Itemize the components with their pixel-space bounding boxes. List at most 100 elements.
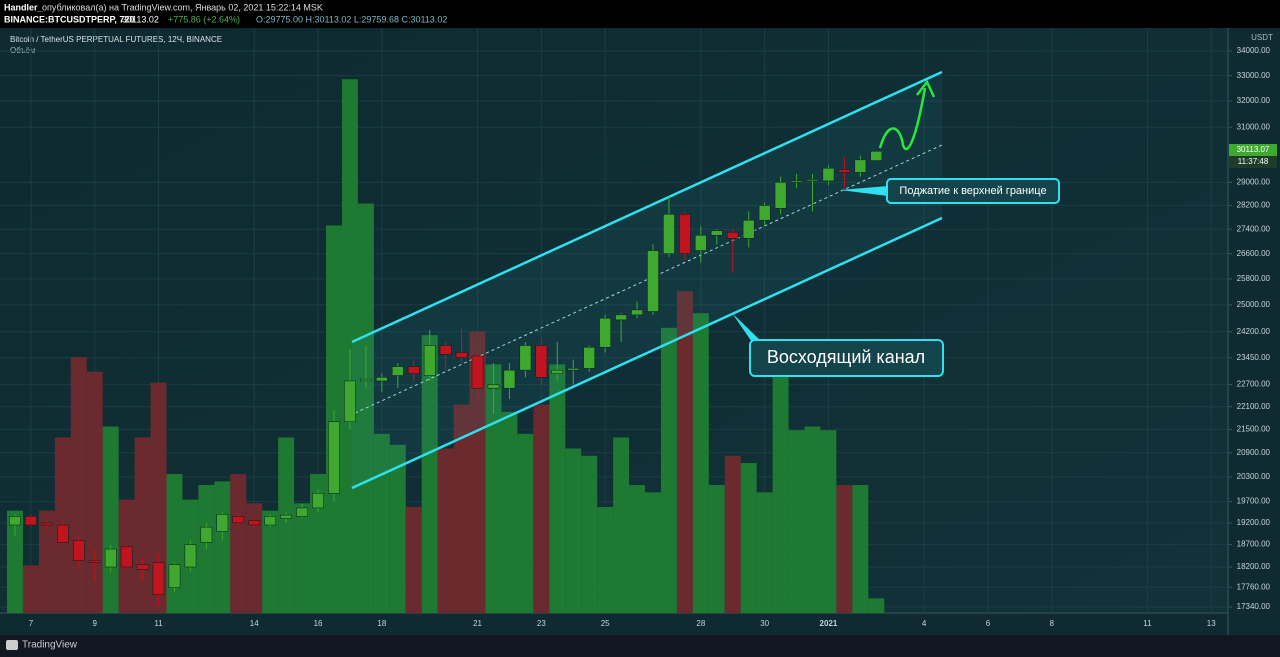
candle-body (790, 180, 803, 183)
x-tick-label: 18 (377, 619, 386, 628)
x-tick-label: 11 (1143, 619, 1152, 628)
published: опубликовал(а) на TradingView.com, Январ… (42, 2, 323, 12)
brand: TradingView (22, 640, 78, 651)
last-price: 30113.07 (1237, 145, 1270, 154)
candle-body (599, 317, 611, 348)
volume-bar (150, 382, 167, 613)
volume-bar (405, 506, 422, 613)
y-tick-label: 23450.00 (1237, 353, 1271, 362)
volume-bar (597, 506, 614, 613)
candle-body (854, 159, 867, 173)
candle-body (742, 219, 755, 239)
candle-body (519, 345, 532, 371)
y-tick-label: 28200.00 (1237, 201, 1271, 210)
volume-bar (581, 455, 598, 613)
volume-bar (86, 371, 103, 613)
last-price-box (1229, 144, 1277, 156)
candle-body (822, 167, 835, 182)
volume-bar (692, 313, 709, 613)
volume-bar (549, 364, 566, 613)
annotation: Поджатие к верхней границе (899, 185, 1046, 197)
candle-body (455, 352, 468, 358)
y-tick-label: 20900.00 (1237, 448, 1271, 457)
volume-bar (341, 79, 358, 613)
candle-body (870, 150, 883, 161)
x-tick-label: 25 (601, 619, 610, 628)
y-tick-label: 19200.00 (1237, 518, 1271, 527)
y-tick-label: 26600.00 (1237, 249, 1271, 258)
candle-body (806, 179, 819, 182)
candle-body (663, 214, 675, 254)
candle-body (487, 384, 500, 389)
candle-body (774, 182, 787, 209)
volume-bar (740, 463, 757, 613)
volume-bar (134, 437, 151, 613)
candle-body (376, 377, 388, 382)
header-bar (0, 0, 1280, 28)
y-tick-label: 32000.00 (1237, 96, 1271, 105)
volume-bar (772, 360, 789, 613)
channel-lower (351, 216, 943, 490)
y-tick-label: 19700.00 (1237, 497, 1271, 506)
candle-body (679, 214, 691, 254)
volume-bar (565, 448, 582, 613)
candle-body (104, 548, 117, 568)
candle-body (758, 205, 771, 221)
x-tick-label: 9 (93, 619, 98, 628)
candle-body (551, 369, 564, 374)
x-tick-label: 4 (922, 619, 927, 628)
y-tick-label: 22700.00 (1237, 380, 1271, 389)
channel-upper (351, 70, 943, 344)
candle-body (280, 514, 292, 519)
y-tick-label: 24200.00 (1237, 327, 1271, 336)
candle-body (503, 369, 516, 389)
candle-body (391, 366, 404, 376)
x-tick-label: 6 (986, 619, 991, 628)
y-axis-label: USDT (1251, 33, 1273, 42)
volume-bar (836, 485, 853, 613)
price-axis (1228, 28, 1280, 635)
y-tick-label: 31000.00 (1237, 122, 1271, 131)
candle-body (423, 345, 436, 376)
candle-body (344, 380, 356, 423)
volume-bar (389, 444, 406, 613)
candle-body (57, 524, 69, 543)
x-tick-label: 30 (760, 619, 769, 628)
x-tick-label: 13 (1207, 619, 1216, 628)
volume-bar (804, 426, 821, 613)
volume-bar (676, 291, 693, 613)
y-tick-label: 18200.00 (1237, 562, 1271, 571)
x-tick-label: 14 (250, 619, 259, 628)
candle-body (248, 520, 261, 526)
candle-body (216, 514, 229, 532)
volume-bar (230, 474, 247, 613)
volume-bar (485, 364, 502, 613)
candle-body (168, 564, 181, 588)
countdown: 11:37:48 (1238, 157, 1269, 166)
y-tick-label: 34000.00 (1237, 46, 1271, 55)
candle-body (312, 493, 324, 509)
candle-body (264, 516, 277, 526)
y-tick-label: 22100.00 (1237, 402, 1271, 411)
volume-bar (708, 485, 725, 613)
candle-body (615, 314, 627, 321)
candle-body (838, 169, 851, 173)
candle-body (41, 522, 53, 526)
x-tick-label: 7 (29, 619, 34, 628)
volume-bar (373, 433, 390, 613)
callout-pointer (732, 313, 762, 342)
volume-bar (7, 510, 23, 613)
candle-body (136, 564, 149, 570)
candle-body (567, 368, 580, 371)
volume-bar (70, 357, 87, 613)
x-tick-label: 2021 (820, 619, 838, 628)
volume-bar (629, 485, 646, 613)
author: Handler_ (4, 2, 44, 12)
symbol: BINANCE:BTCUSDTPERP, 720 (4, 14, 134, 24)
volume-bar (310, 474, 327, 613)
volume-bar (533, 404, 550, 613)
candle-body (535, 345, 548, 378)
y-tick-label: 25800.00 (1237, 274, 1271, 283)
volume-bar (756, 492, 773, 613)
